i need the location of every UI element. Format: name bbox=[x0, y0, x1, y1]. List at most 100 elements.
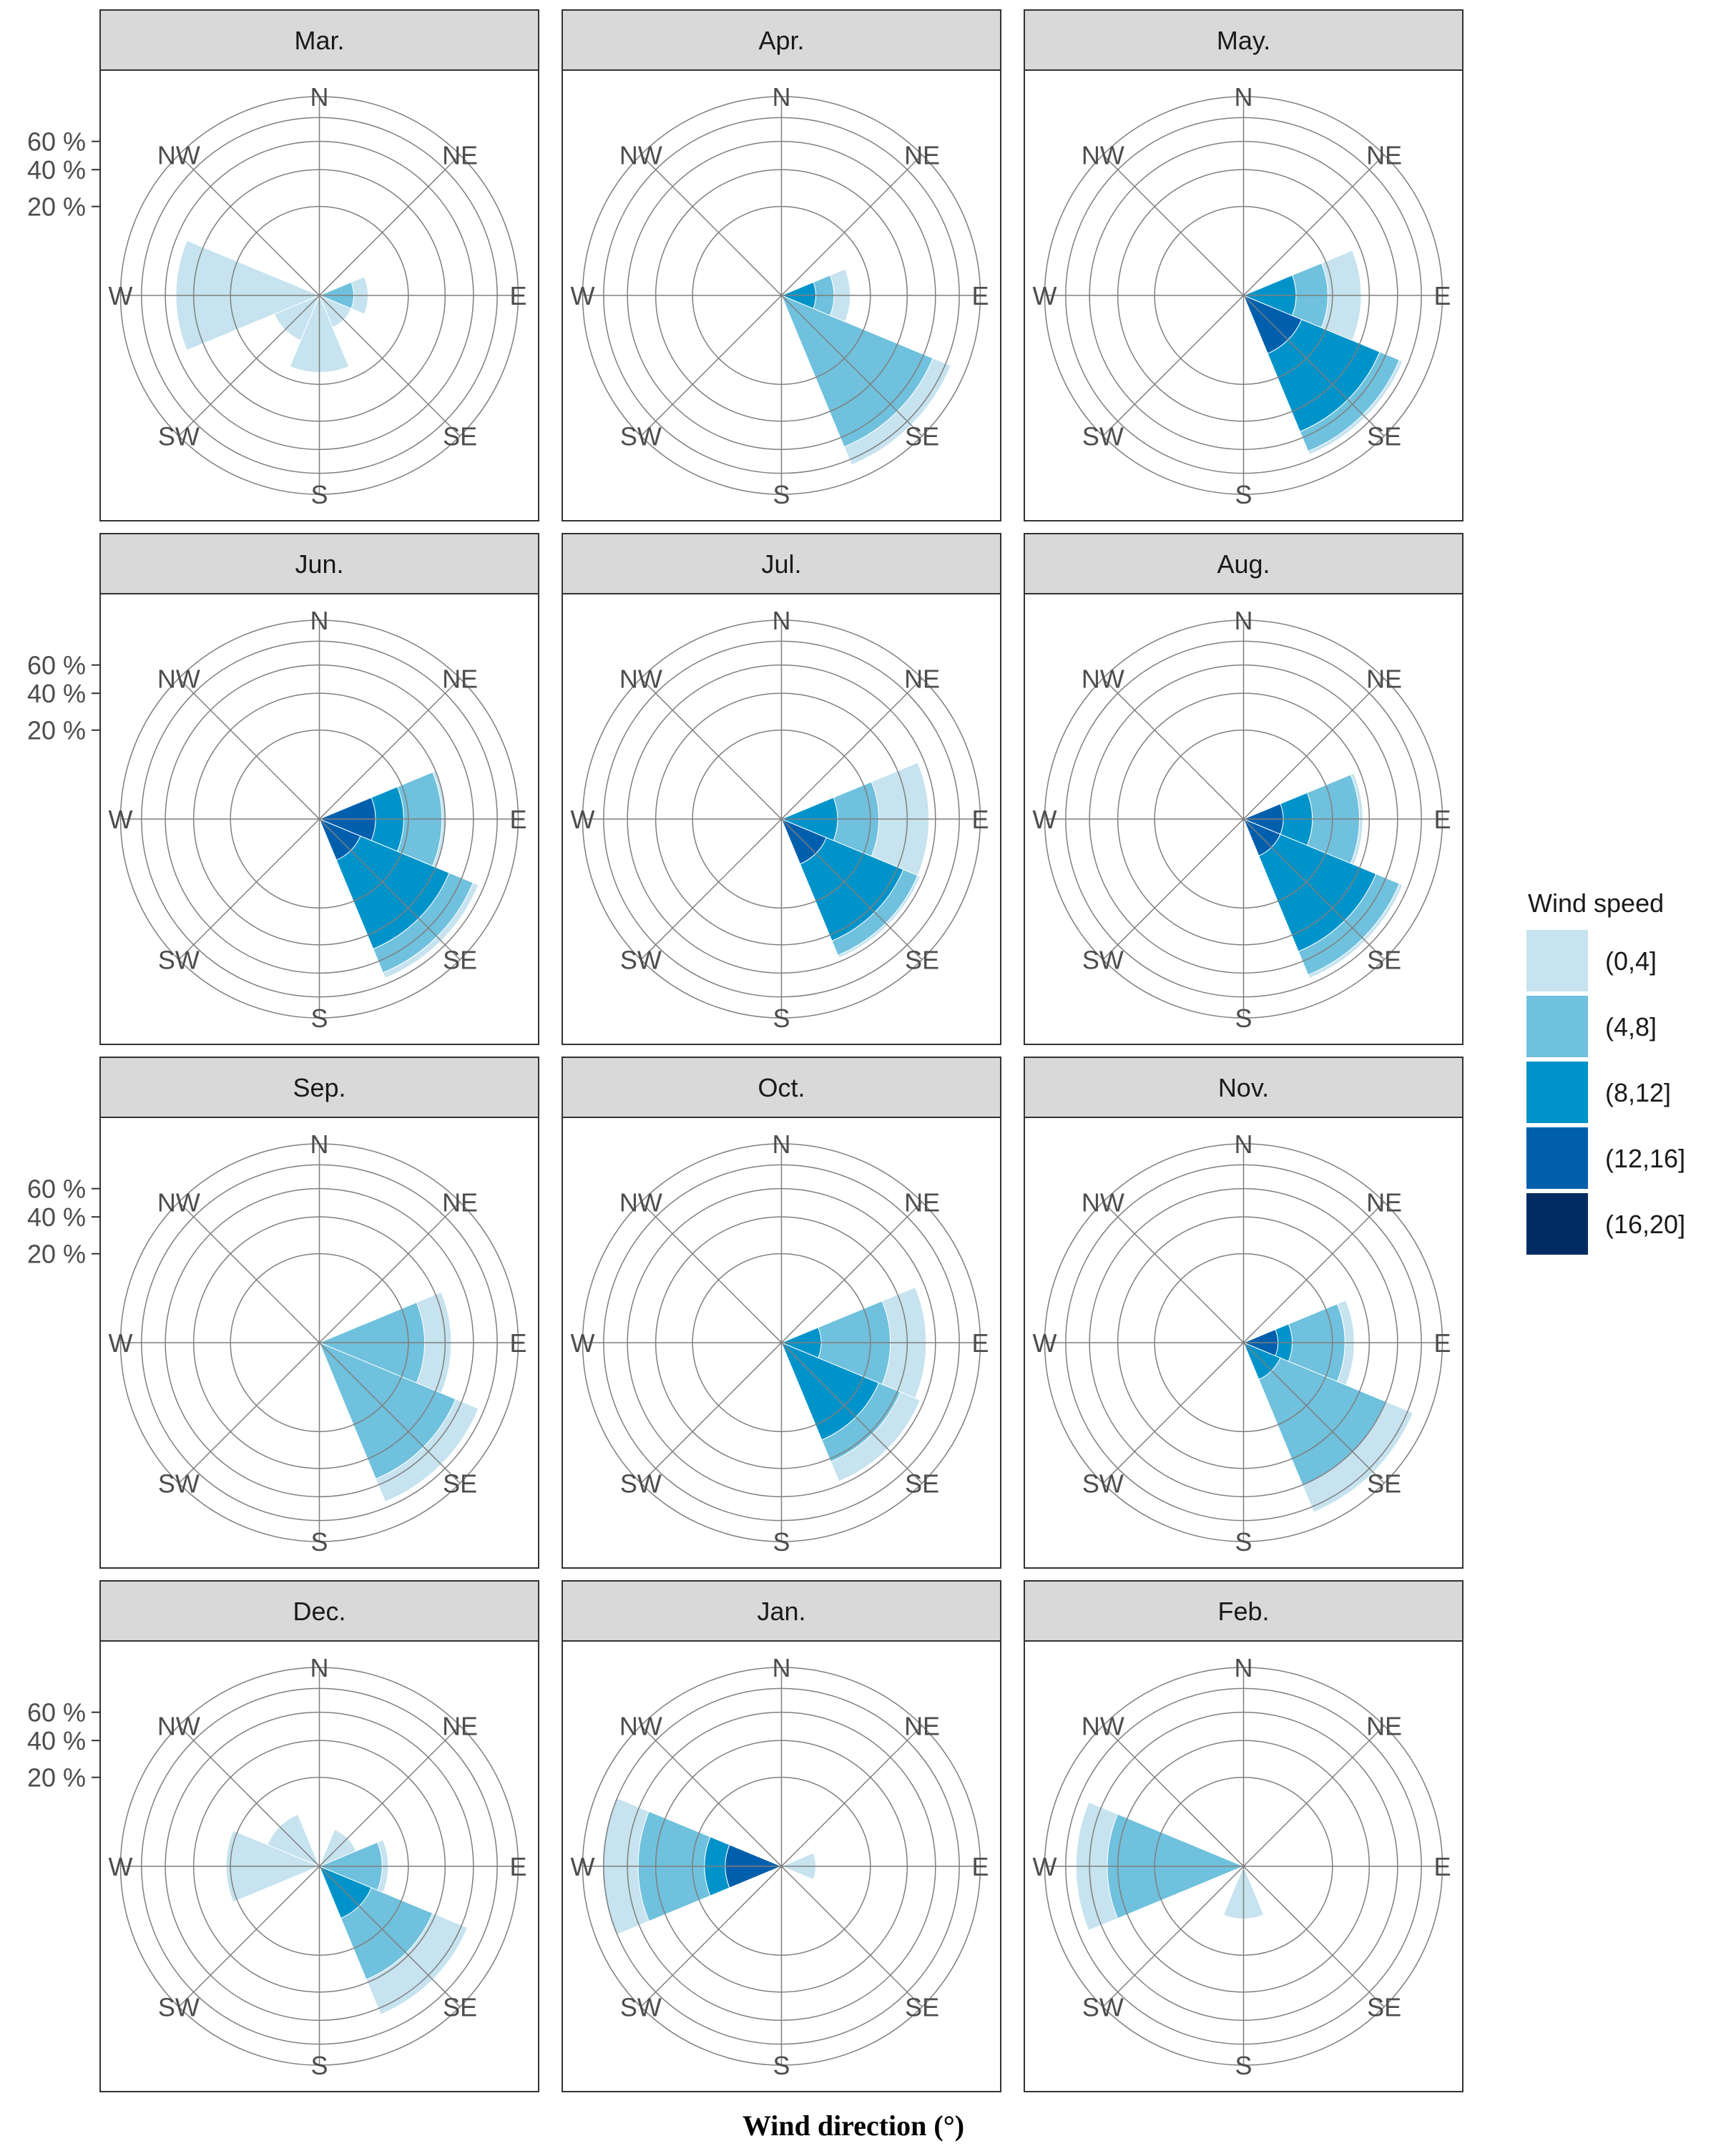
polar-grid bbox=[1044, 619, 1443, 1019]
direction-label-nw: NW bbox=[619, 1711, 662, 1740]
polar-grid bbox=[582, 1667, 981, 2066]
polar-grid bbox=[582, 1143, 981, 1542]
polar-grid bbox=[119, 1667, 519, 2066]
polar-grid bbox=[119, 1143, 519, 1542]
direction-label-s: S bbox=[1235, 1004, 1252, 1033]
grid-spoke bbox=[1102, 1201, 1245, 1343]
grid-spoke bbox=[178, 154, 320, 296]
panel-strip bbox=[562, 1057, 1001, 1118]
legend-label: (0,4] bbox=[1605, 946, 1657, 976]
direction-label-w: W bbox=[571, 1852, 595, 1881]
panel-jan: Jan. N NE E SE S SW W NW bbox=[562, 1580, 1001, 2092]
grid-spoke bbox=[318, 154, 461, 296]
direction-label-s: S bbox=[1235, 480, 1252, 509]
grid-spoke bbox=[1242, 677, 1385, 820]
panel-strip-label: Jan. bbox=[757, 1597, 805, 1626]
direction-label-n: N bbox=[310, 82, 329, 112]
grid-spoke bbox=[1102, 818, 1245, 961]
x-axis-title: Wind direction (°) bbox=[742, 2110, 964, 2142]
direction-label-sw: SW bbox=[1082, 422, 1124, 451]
direction-label-e: E bbox=[971, 1852, 989, 1881]
direction-label-s: S bbox=[310, 1527, 328, 1557]
grid-spoke bbox=[640, 677, 783, 820]
panel-strip bbox=[562, 533, 1001, 594]
direction-label-n: N bbox=[310, 1130, 329, 1159]
grid-spoke bbox=[178, 1342, 320, 1484]
grid-spoke bbox=[780, 295, 923, 437]
panel-jun: Jun. N NE E SE S SW W NW bbox=[99, 533, 539, 1045]
direction-label-n: N bbox=[773, 1653, 791, 1682]
direction-label-ne: NE bbox=[442, 1187, 478, 1217]
panel-strip-label: Aug. bbox=[1217, 549, 1270, 579]
direction-label-n: N bbox=[1235, 1653, 1253, 1682]
legend-label: (8,12] bbox=[1605, 1078, 1671, 1107]
panel-mar: Mar. N NE E SE S SW W NW bbox=[99, 9, 539, 521]
panel-aug: Aug. N NE E SE S SW W NW bbox=[1024, 533, 1464, 1045]
direction-label-se: SE bbox=[443, 1993, 477, 2022]
grid-spoke bbox=[1102, 1725, 1245, 1867]
direction-label-nw: NW bbox=[619, 664, 662, 693]
direction-label-sw: SW bbox=[620, 422, 662, 451]
radial-tick-label: 60 % bbox=[27, 1698, 86, 1728]
direction-label-w: W bbox=[1033, 1328, 1057, 1358]
direction-label-sw: SW bbox=[1082, 1469, 1124, 1499]
direction-label-s: S bbox=[310, 2051, 328, 2080]
direction-label-ne: NE bbox=[1366, 664, 1402, 693]
direction-label-n: N bbox=[773, 82, 791, 112]
direction-label-e: E bbox=[509, 805, 526, 834]
direction-label-s: S bbox=[310, 1004, 328, 1033]
panel-strip-label: Mar. bbox=[294, 26, 344, 55]
grid-spoke bbox=[318, 1201, 461, 1343]
grid-spoke bbox=[1242, 1201, 1385, 1343]
radial-tick-label: 40 % bbox=[27, 679, 86, 708]
direction-label-sw: SW bbox=[620, 1469, 662, 1499]
grid-spoke bbox=[1242, 295, 1385, 437]
direction-label-w: W bbox=[571, 1328, 595, 1358]
direction-label-n: N bbox=[310, 606, 329, 635]
legend-key bbox=[1526, 930, 1588, 991]
grid-spoke bbox=[318, 295, 461, 437]
panel-may: May. N NE E SE S SW W NW bbox=[1024, 9, 1464, 521]
direction-label-nw: NW bbox=[619, 140, 662, 170]
direction-label-s: S bbox=[773, 1527, 790, 1557]
direction-label-sw: SW bbox=[620, 946, 662, 975]
radial-axis-labels: 20 %40 %60 %20 %40 %60 %20 %40 %60 %20 %… bbox=[27, 127, 100, 1793]
grid-spoke bbox=[640, 154, 783, 296]
grid-spoke bbox=[780, 1725, 923, 1867]
radial-tick-label: 60 % bbox=[27, 1175, 86, 1204]
legend-key bbox=[1526, 996, 1588, 1057]
direction-label-ne: NE bbox=[904, 140, 940, 170]
wedge-se-band-0 bbox=[837, 875, 921, 959]
radial-tick-label: 60 % bbox=[27, 127, 86, 157]
direction-label-s: S bbox=[310, 480, 328, 509]
direction-label-se: SE bbox=[443, 946, 477, 975]
radial-tick-label: 40 % bbox=[27, 1726, 86, 1755]
grid-spoke bbox=[1102, 1866, 1245, 2008]
panel-strip-label: May. bbox=[1217, 26, 1270, 55]
grid-spoke bbox=[318, 1866, 461, 2008]
panel-strip bbox=[99, 533, 539, 594]
direction-label-s: S bbox=[773, 480, 790, 509]
direction-label-se: SE bbox=[443, 1469, 477, 1499]
direction-label-nw: NW bbox=[1082, 1711, 1124, 1740]
radial-tick-label: 40 % bbox=[27, 1202, 86, 1232]
grid-spoke bbox=[780, 1866, 923, 2008]
direction-label-ne: NE bbox=[1366, 140, 1402, 170]
direction-label-se: SE bbox=[1367, 1469, 1401, 1499]
panel-strip bbox=[1024, 1057, 1464, 1118]
polar-grid bbox=[119, 619, 519, 1019]
direction-label-se: SE bbox=[905, 422, 939, 451]
panel-feb: Feb. N NE E SE S SW W NW bbox=[1024, 1580, 1464, 2092]
direction-label-e: E bbox=[971, 281, 989, 310]
direction-label-ne: NE bbox=[1366, 1187, 1402, 1217]
legend-items: (0,4] (4,8] (8,12] (12,16] (16,20] bbox=[1526, 930, 1685, 1255]
grid-spoke bbox=[178, 295, 320, 437]
panel-strip bbox=[99, 1057, 539, 1118]
direction-label-s: S bbox=[773, 2051, 790, 2080]
direction-label-se: SE bbox=[905, 1469, 939, 1499]
legend-label: (4,8] bbox=[1605, 1012, 1657, 1042]
direction-label-sw: SW bbox=[158, 422, 200, 451]
direction-label-w: W bbox=[109, 805, 133, 834]
grid-spoke bbox=[178, 1201, 320, 1343]
direction-label-e: E bbox=[1433, 1852, 1451, 1881]
